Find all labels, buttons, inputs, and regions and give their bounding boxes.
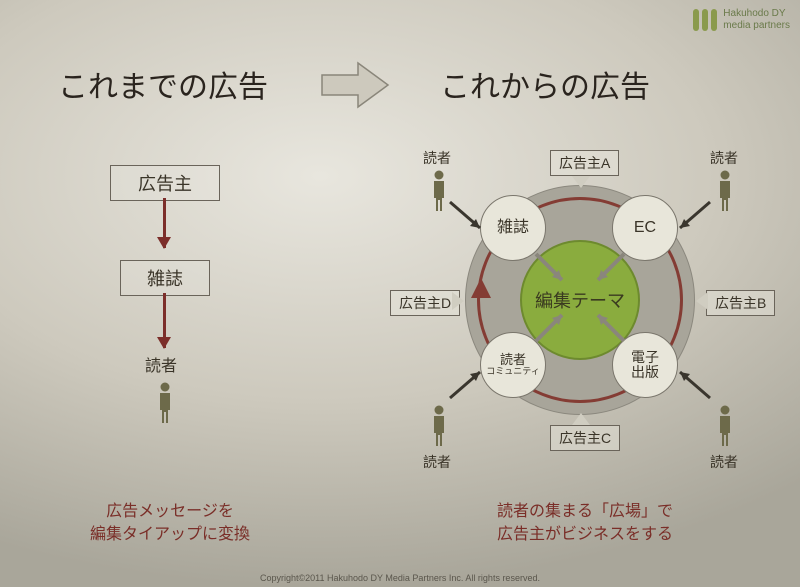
caption-left-l1: 広告メッセージを (106, 503, 234, 520)
person-tl-icon (430, 170, 448, 212)
brand-line1: Hakuhodo DY (723, 8, 790, 20)
caption-right: 読者の集まる「広場」で 広告主がビジネスをする (455, 500, 715, 546)
center-label: 編集テーマ (535, 287, 625, 313)
caption-right-l2: 広告主がビジネスをする (497, 526, 673, 543)
box-magazine: 雑誌 (120, 260, 210, 296)
tri-c-icon (572, 413, 590, 425)
arrow-down-1 (163, 198, 166, 248)
advertiser-a-label: 広告主A (550, 150, 619, 176)
caption-right-l1: 読者の集まる「広場」で (497, 503, 673, 520)
copyright: Copyright©2011 Hakuhodo DY Media Partner… (0, 573, 800, 583)
node-ec-label: EC (634, 219, 656, 237)
node-ebook-l1: 電子 (631, 350, 659, 365)
tri-d-icon (452, 292, 464, 310)
brand-logo: Hakuhodo DY media partners (693, 8, 790, 32)
node-ebook: 電子 出版 (612, 332, 678, 398)
advertiser-d-label: 広告主D (390, 290, 460, 316)
logo-bars-icon (693, 9, 717, 31)
tri-b-icon (696, 292, 708, 310)
node-community-l2: コミュニティ (486, 367, 539, 377)
caption-left-l2: 編集タイアップに変換 (90, 526, 250, 543)
node-community: 読者 コミュニティ (480, 332, 546, 398)
person-br-icon (716, 405, 734, 447)
node-community-l1: 読者 (500, 353, 526, 367)
label-reader-left: 読者 (145, 352, 177, 376)
arrow-down-2 (163, 293, 166, 348)
advertiser-b-label: 広告主B (706, 290, 775, 316)
person-tr-icon (716, 170, 734, 212)
node-magazine: 雑誌 (480, 195, 546, 261)
title-right: これからの広告 (440, 62, 650, 106)
reader-label-tl: 読者 (423, 148, 451, 168)
title-left: これまでの広告 (58, 62, 268, 106)
node-ebook-l2: 出版 (631, 365, 659, 380)
reader-label-bl: 読者 (423, 452, 451, 472)
box-advertiser: 広告主 (110, 165, 220, 201)
ring-arrowhead-icon (471, 278, 491, 300)
tri-a-icon (572, 176, 590, 188)
node-ec: EC (612, 195, 678, 261)
arrow-right-icon (320, 60, 390, 110)
reader-label-br: 読者 (710, 452, 738, 472)
person-icon (156, 382, 174, 424)
advertiser-c-label: 広告主C (550, 425, 620, 451)
caption-left: 広告メッセージを 編集タイアップに変換 (40, 500, 300, 546)
brand-line2: media partners (723, 20, 790, 32)
person-bl-icon (430, 405, 448, 447)
node-magazine-label: 雑誌 (497, 219, 529, 237)
reader-label-tr: 読者 (710, 148, 738, 168)
